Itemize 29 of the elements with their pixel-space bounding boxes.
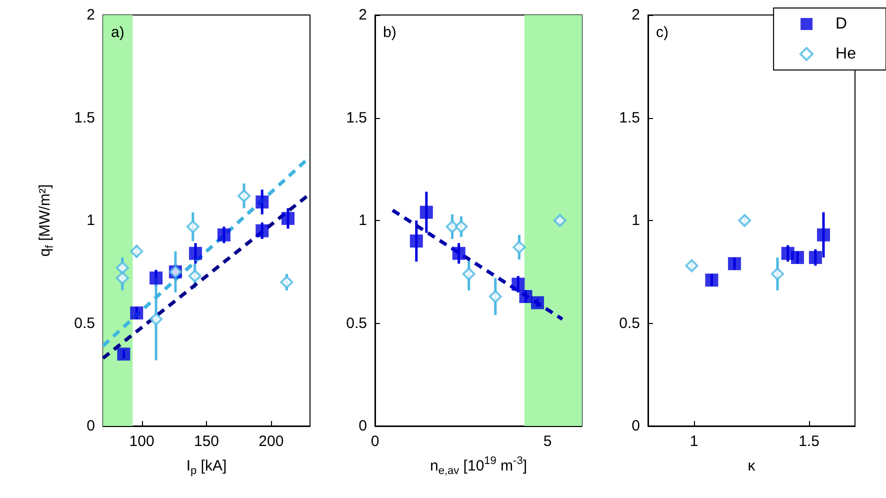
y-tick-label: 1	[86, 212, 95, 229]
y-tick-label: 0	[358, 418, 367, 434]
y-tick-label: 1	[358, 212, 367, 229]
y-axis-title: qf [MW/m²]	[36, 184, 56, 257]
x-tick-label: 1.5	[798, 433, 820, 450]
y-tick-label: 2	[86, 6, 95, 24]
y-tick-label: 1	[632, 212, 640, 229]
y-tick-label: 0.5	[74, 314, 95, 332]
y-tick-label: 0.5	[346, 314, 367, 332]
x-tick-label: 1	[690, 433, 698, 450]
annotation: a)	[111, 24, 124, 41]
x-tick-label: 200	[258, 433, 284, 450]
y-tick-label: 1.5	[74, 109, 95, 126]
y-tick-label: 1.5	[619, 109, 640, 126]
legend-label: He	[836, 46, 856, 62]
legend-label: D	[836, 16, 848, 32]
y-tick-label: 0	[632, 418, 640, 434]
y-tick-label: 0	[86, 418, 95, 434]
y-tick-label: 1.5	[346, 109, 367, 126]
x-tick-label: 0	[370, 433, 380, 450]
y-tick-label: 0.5	[619, 314, 640, 332]
y-tick-label: 2	[358, 6, 367, 24]
x-tick-label: 5	[543, 433, 552, 450]
annotation: c)	[656, 24, 668, 41]
x-axis-title: κ	[748, 458, 756, 474]
annotation: b)	[383, 24, 396, 41]
y-tick-label: 2	[632, 6, 640, 24]
x-tick-label: 100	[129, 433, 154, 450]
x-tick-label: 150	[194, 433, 220, 450]
